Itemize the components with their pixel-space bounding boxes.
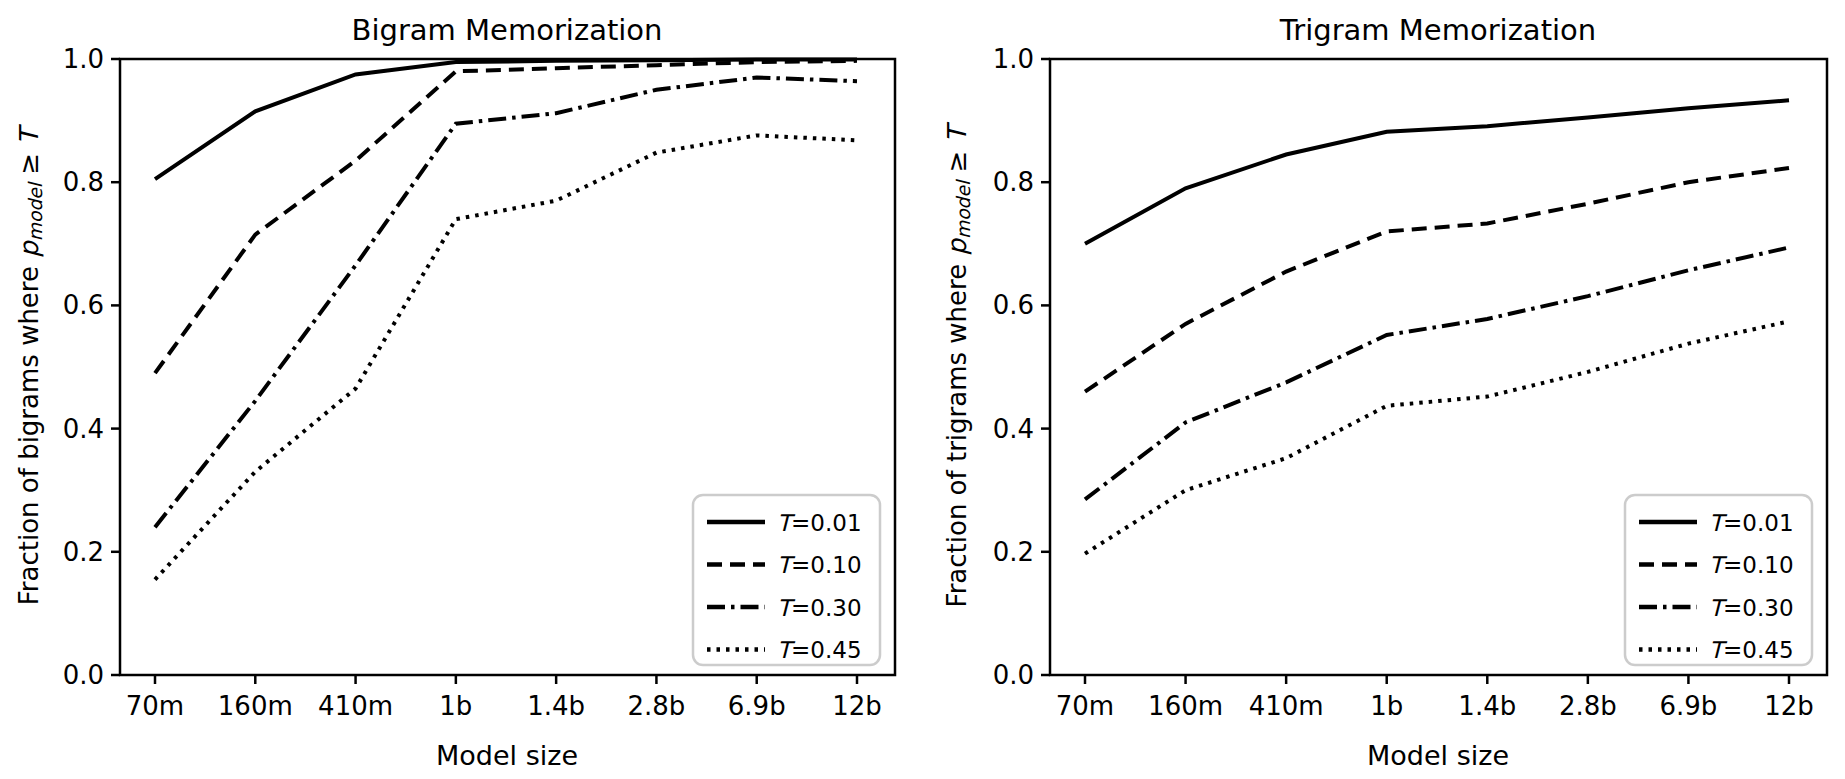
ylabel-p-symbol: p [14, 241, 44, 258]
y-tick-label: 0.0 [63, 660, 104, 690]
y-tick-label: 0.2 [63, 537, 104, 567]
x-tick-label: 1b [1370, 691, 1403, 721]
bigram-chart-title: Bigram Memorization [352, 13, 663, 47]
trigram-yaxis-title: Fraction of trigrams where pmodel ≥ T [942, 127, 975, 608]
trigram-xaxis-title: Model size [1367, 740, 1509, 771]
legend-entry-label: T=0.30 [777, 595, 862, 621]
series-line-dashed [1085, 168, 1789, 392]
y-tick-label: 0.2 [993, 537, 1034, 567]
y-tick-label: 0.6 [993, 290, 1034, 320]
legend-entry-label: T=0.10 [1709, 552, 1794, 578]
legend-entry-label: T=0.45 [777, 637, 862, 663]
bigram-chart: 0.0 0.2 0.4 0.6 0.8 1.0 70m 160m 410m 1b 1.4b 2.8b 6… [0, 0, 920, 779]
ylabel-subscript: model [953, 181, 974, 239]
x-tick-label: 12b [1764, 691, 1814, 721]
legend-entry-label: T=0.45 [1709, 637, 1794, 663]
ylabel-geq: ≥ [14, 145, 44, 183]
x-tick-label: 2.8b [1559, 691, 1617, 721]
bigram-xaxis-title: Model size [436, 740, 578, 771]
ylabel-T-symbol: T [942, 127, 972, 143]
x-tick-label: 70m [126, 691, 184, 721]
x-tick-label: 1.4b [527, 691, 585, 721]
x-tick-label: 1b [439, 691, 472, 721]
x-tick-label: 70m [1056, 691, 1114, 721]
x-tick-label: 410m [1249, 691, 1324, 721]
legend-entry-label: T=0.01 [777, 510, 862, 536]
ylabel-text: Fraction of trigrams where [942, 256, 972, 608]
trigram-chart: 0.0 0.2 0.4 0.6 0.8 1.0 70m 160m 410m 1b 1.4b 2.8b 6… [925, 0, 1845, 779]
x-tick-label: 2.8b [627, 691, 685, 721]
y-tick-label: 0.0 [993, 660, 1034, 690]
ylabel-p-symbol: p [942, 239, 972, 256]
y-tick-label: 1.0 [993, 44, 1034, 74]
legend-entry-label: T=0.30 [1709, 595, 1794, 621]
series-line-dashdot [155, 77, 857, 527]
x-tick-label: 160m [1148, 691, 1223, 721]
bigram-yaxis-title: Fraction of bigrams where pmodel ≥ T [14, 129, 47, 605]
y-tick-label: 0.8 [63, 167, 104, 197]
legend-entry-label: T=0.10 [777, 552, 862, 578]
trigram-chart-title: Trigram Memorization [1280, 13, 1596, 47]
memorization-figure: 0.0 0.2 0.4 0.6 0.8 1.0 70m 160m 410m 1b 1.4b 2.8b 6… [0, 0, 1845, 779]
ylabel-text: Fraction of bigrams where [14, 258, 44, 605]
y-tick-label: 0.4 [63, 414, 104, 444]
ylabel-geq: ≥ [942, 142, 972, 180]
series-line-dashdot [1085, 247, 1789, 499]
series-line-solid [1085, 100, 1789, 244]
x-tick-label: 160m [218, 691, 293, 721]
x-tick-label: 1.4b [1458, 691, 1516, 721]
x-tick-label: 12b [832, 691, 882, 721]
y-tick-label: 0.6 [63, 290, 104, 320]
ylabel-T-symbol: T [14, 129, 44, 145]
y-tick-label: 0.4 [993, 414, 1034, 444]
y-tick-label: 0.8 [993, 167, 1034, 197]
y-tick-label: 1.0 [63, 44, 104, 74]
x-tick-label: 410m [318, 691, 393, 721]
x-tick-label: 6.9b [728, 691, 786, 721]
legend-entry-label: T=0.01 [1709, 510, 1794, 536]
ylabel-subscript: model [25, 183, 46, 241]
x-tick-label: 6.9b [1659, 691, 1717, 721]
